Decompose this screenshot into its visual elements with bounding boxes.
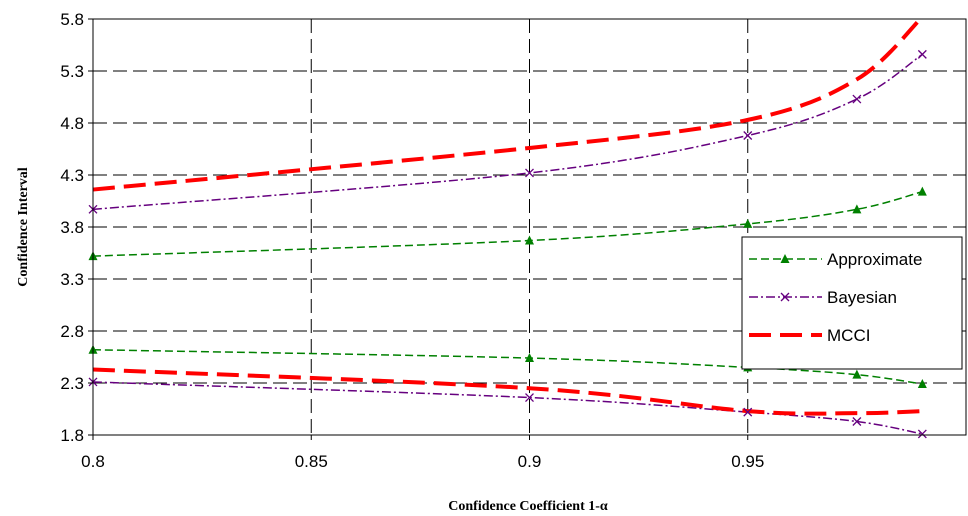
approximate-lower-point	[852, 369, 862, 379]
y-tick-label: 5.8	[60, 10, 84, 29]
y-tick-label: 4.3	[60, 166, 84, 185]
y-tick-label: 2.3	[60, 374, 84, 393]
bayesian-legend-label: Bayesian	[827, 288, 897, 307]
y-axis-title: Confidence Interval	[16, 167, 31, 286]
bayesian-lower-point	[525, 393, 534, 403]
x-tick-label: 0.85	[295, 452, 328, 471]
bayesian-upper-point	[525, 168, 534, 178]
y-tick-label: 3.8	[60, 218, 84, 237]
x-axis-title: Confidence Coefficient 1-α	[448, 499, 608, 514]
approximate-lower-point	[525, 353, 534, 363]
approximate-upper-bound-line	[92, 190, 923, 257]
approximate-legend-marker	[780, 254, 790, 263]
approximate-lower-bound-line	[92, 348, 923, 385]
approximate-upper-point	[852, 204, 862, 214]
x-tick-label: 0.9	[518, 452, 542, 471]
mcci-lower-bound-line	[92, 367, 923, 416]
y-tick-label: 2.8	[60, 322, 84, 341]
approximate-legend-label: Approximate	[827, 250, 922, 269]
bayesian-lower-point	[743, 407, 753, 417]
bayesian-lower-point	[917, 429, 927, 439]
y-tick-label: 3.3	[60, 270, 84, 289]
x-tick-label: 0.8	[81, 452, 105, 471]
approximate-upper-point	[525, 235, 534, 245]
mcci-legend-label: MCCI	[827, 326, 870, 345]
x-tick-labels: 0.8 0.85 0.9 0.95	[81, 435, 764, 471]
bayesian-upper-point	[743, 131, 753, 140]
approximate-upper-point	[917, 186, 927, 196]
legend: Approximate Bayesian MCCI	[741, 236, 963, 370]
bayesian-upper-point	[852, 94, 862, 104]
y-tick-labels: 5.8 5.3 4.8 4.3 3.8 3.3 2.8 2.3 1.8	[60, 10, 93, 445]
approximate-upper-point	[743, 218, 753, 228]
bayesian-legend-marker	[780, 292, 790, 302]
y-tick-label: 4.8	[60, 114, 84, 133]
bayesian-lower-point	[852, 417, 862, 426]
approximate-lower-point	[917, 379, 927, 389]
x-tick-label: 0.95	[731, 452, 764, 471]
y-tick-label: 5.3	[60, 62, 84, 81]
mcci-upper-bound-line	[92, 15, 924, 192]
y-tick-label: 1.8	[60, 426, 84, 445]
bayesian-upper-point	[917, 49, 927, 59]
